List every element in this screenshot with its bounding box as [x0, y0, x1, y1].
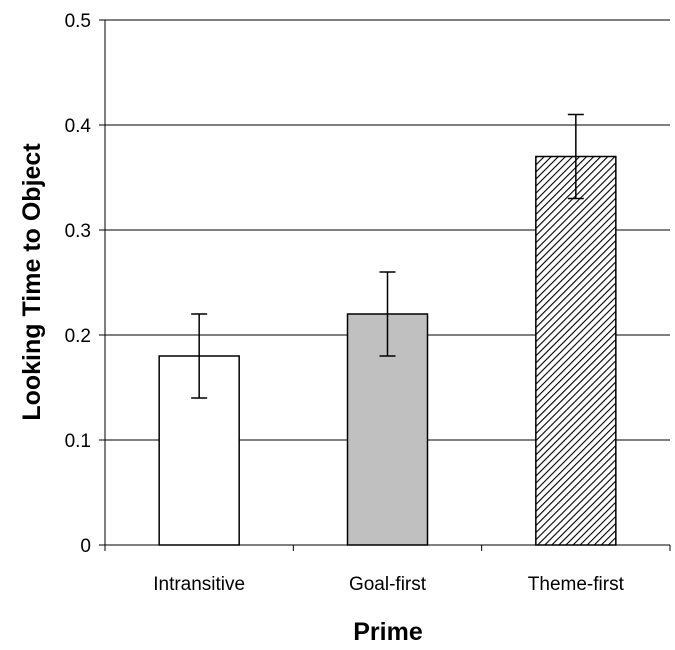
error-bars	[191, 113, 584, 399]
x-tick-label: Goal-first	[349, 574, 427, 595]
axes	[99, 19, 671, 551]
y-tick-label: 0	[80, 536, 91, 557]
y-tick-labels: 0 0.1 0.2 0.3 0.4 0.5	[65, 11, 92, 557]
x-axis-title: Prime	[353, 618, 423, 646]
y-axis-title: Looking Time to Object	[18, 143, 46, 421]
y-tick-label: 0.4	[65, 116, 92, 137]
x-tick-label: Intransitive	[153, 574, 245, 595]
bar-theme-first	[535, 155, 617, 546]
y-tick-label: 0.1	[65, 431, 91, 452]
x-tick-label: Theme-first	[528, 574, 625, 595]
bars	[158, 155, 617, 546]
y-tick-label: 0.5	[65, 11, 91, 32]
y-tick-label: 0.2	[65, 326, 91, 347]
y-tick-label: 0.3	[65, 221, 91, 242]
x-tick-labels: Intransitive Goal-first Theme-first	[153, 574, 624, 595]
